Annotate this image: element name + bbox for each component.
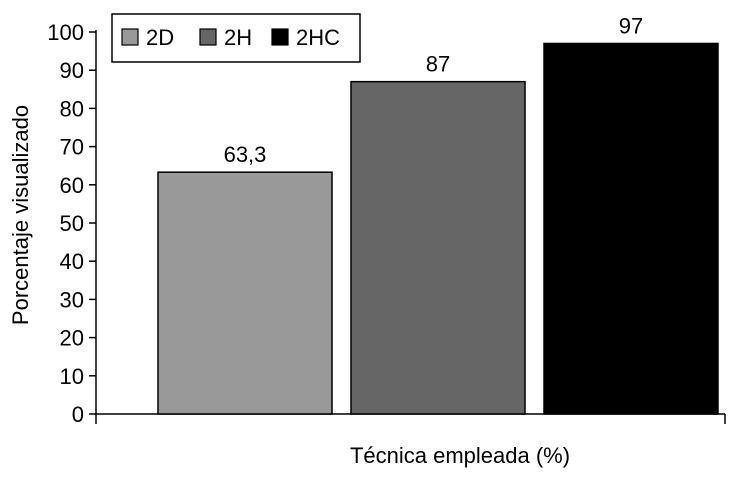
legend-swatch-2h: [199, 28, 217, 46]
data-label-2h: 87: [426, 52, 450, 77]
y-tick-label: 70: [60, 135, 84, 160]
legend-box: [111, 13, 361, 63]
y-tick-label: 60: [60, 173, 84, 198]
y-axis-title: Porcentaje visualizado: [8, 105, 33, 325]
y-tick-label: 10: [60, 364, 84, 389]
y-tick-label: 100: [47, 20, 84, 45]
bar-2d: [157, 171, 333, 415]
bars: [157, 42, 719, 415]
legend-label-2h: 2H: [224, 25, 252, 50]
legend-label-2hc: 2HC: [296, 25, 340, 50]
y-tick-label: 40: [60, 249, 84, 274]
legend: 2D 2H 2HC: [111, 13, 361, 63]
y-tick-label: 30: [60, 287, 84, 312]
bar-2hc: [543, 42, 719, 415]
y-tick-label: 20: [60, 326, 84, 351]
legend-swatch-2hc: [271, 28, 289, 46]
data-label-2d: 63,3: [224, 142, 267, 167]
y-axis: 0 10 20 30 40 50 60 70 80 90 100: [47, 20, 726, 427]
data-labels: 63,3 87 97: [224, 13, 644, 167]
y-tick-label: 80: [60, 96, 84, 121]
legend-label-2d: 2D: [146, 25, 174, 50]
data-label-2hc: 97: [619, 13, 643, 38]
bar-2h: [350, 80, 526, 415]
y-tick-label: 0: [72, 402, 84, 427]
y-tick-label: 50: [60, 211, 84, 236]
legend-swatch-2d: [121, 28, 139, 46]
y-tick-label: 90: [60, 58, 84, 83]
x-axis-title: Técnica empleada (%): [350, 443, 570, 468]
